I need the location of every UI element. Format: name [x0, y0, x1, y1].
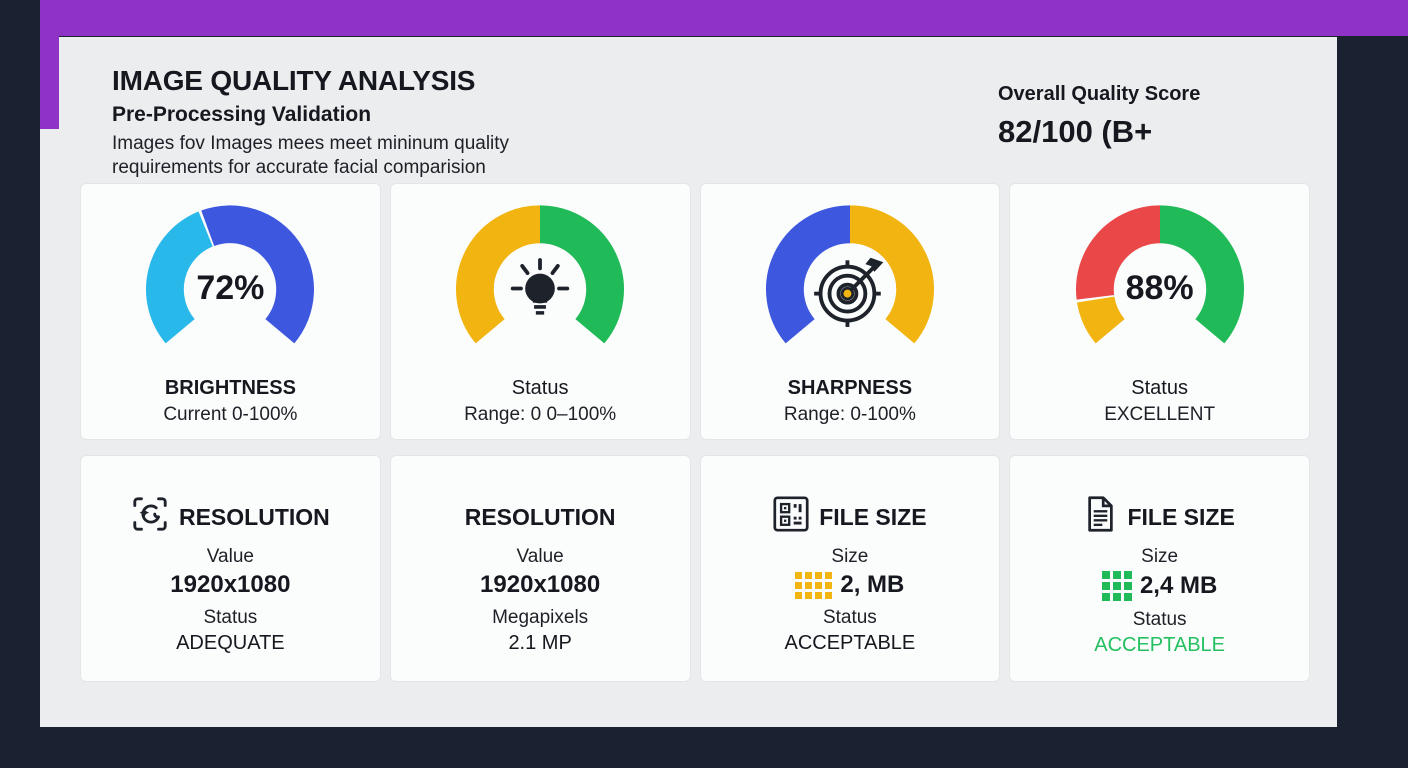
page-title: IMAGE QUALITY ANALYSIS: [112, 65, 476, 96]
gauge-labels: BRIGHTNESS Current 0-100%: [163, 377, 297, 426]
row-label: Status: [1132, 609, 1187, 630]
document-icon: [1084, 495, 1117, 539]
page-description-line1: Images fov Images mees meet mininum qual…: [112, 133, 510, 154]
row-label: Value: [206, 546, 254, 567]
row-label: Size: [1141, 546, 1179, 567]
status-value: ACCEPTABLE: [784, 632, 916, 654]
gauge-labels: Status Range: 0 0–100%: [464, 377, 616, 426]
overall-score-value: 82/100 (B+: [998, 114, 1153, 149]
gauge-chart: [146, 205, 315, 344]
lightbulb-icon: [502, 251, 578, 332]
gauge-card-sharpness: SHARPNESS Range: 0-100%: [699, 183, 1001, 440]
gauge-subtitle: EXCELLENT: [1104, 404, 1216, 425]
cards-grid: 72% BRIGHTNESS Current 0-100%: [80, 183, 1310, 682]
page-header: IMAGE QUALITY ANALYSIS Pre-Processing Va…: [112, 65, 509, 180]
gauge-title: Status: [511, 377, 569, 399]
file-size-value: 2,4 MB: [1139, 572, 1218, 599]
info-card-filesize-2: FILE SIZE Size 2,4 MB Status ACCEPTABLE: [1009, 455, 1310, 682]
file-size-value: 2, MB: [840, 571, 905, 598]
status-value: ACCEPTABLE: [1094, 634, 1226, 656]
brightness-gauge: 72%: [125, 197, 335, 365]
info-card-resolution-2: RESOLUTION Value 1920x1080 Megapixels 2.…: [389, 455, 691, 682]
card-title: RESOLUTION: [464, 503, 616, 530]
card-title: RESOLUTION: [178, 503, 330, 530]
gauge-title: SHARPNESS: [787, 377, 913, 399]
gauge-segment: [765, 205, 851, 344]
info-card-resolution-1: RESOLUTION Value 1920x1080 Status ADEQUA…: [80, 455, 381, 682]
gauge-segment: [849, 205, 934, 344]
gauge-title: Status: [1131, 377, 1188, 399]
gauge-subtitle: Current 0-100%: [163, 404, 298, 425]
row-label: Megapixels: [492, 607, 589, 628]
row-label: Status: [822, 607, 877, 628]
status-gauge: [435, 197, 645, 365]
grid-icon: [1101, 571, 1132, 601]
gauge-segment: [1158, 205, 1244, 344]
gauge-chart: [1075, 205, 1244, 344]
status-value: ADEQUATE: [176, 632, 285, 654]
row-value: 2.1 MP: [508, 632, 572, 654]
card-title: FILE SIZE: [1127, 503, 1235, 530]
row-value: 2, MB: [795, 571, 904, 599]
card-title-row: FILE SIZE: [1084, 495, 1235, 539]
row-value: 2,4 MB: [1101, 571, 1218, 601]
gauge-value-label: 72%: [196, 269, 265, 307]
overall-score-block: Overall Quality Score 82/100 (B+: [998, 83, 1200, 150]
card-title-row: RESOLUTION: [465, 496, 616, 538]
gauge-title: BRIGHTNESS: [164, 377, 296, 399]
row-label: Status: [203, 607, 258, 628]
card-title-row: FILE SIZE: [773, 496, 927, 538]
card-title: FILE SIZE: [819, 503, 927, 530]
grid-icon: [795, 571, 833, 599]
row-value: 1920x1080: [170, 571, 291, 598]
gauge-subtitle: Range: 0-100%: [783, 404, 916, 425]
gauge-labels: Status EXCELLENT: [1104, 377, 1215, 426]
gauge-segment: [146, 211, 214, 344]
page-description-line2: requirements for accurate facial compari…: [112, 157, 486, 178]
gauge-subtitle: Range: 0 0–100%: [464, 404, 617, 425]
main-panel: IMAGE QUALITY ANALYSIS Pre-Processing Va…: [40, 37, 1337, 727]
row-label: Size: [831, 546, 869, 567]
page-subtitle: Pre-Processing Validation: [112, 103, 372, 126]
sharpness-gauge: [745, 197, 955, 365]
gauge-segment: [201, 205, 315, 344]
gauge-segment: [539, 205, 625, 344]
accent-bar-left: [40, 0, 59, 129]
target-icon: [809, 248, 891, 335]
gauge-segment: [456, 205, 541, 344]
gauge-labels: SHARPNESS Range: 0-100%: [784, 377, 916, 426]
overall-score-label: Overall Quality Score: [998, 83, 1201, 105]
gauge-card-overall-status: 88% Status EXCELLENT: [1009, 183, 1310, 440]
qr-code-icon: [773, 496, 809, 538]
gauge-card-brightness: 72% BRIGHTNESS Current 0-100%: [80, 183, 381, 440]
row-value: 1920x1080: [480, 571, 601, 598]
row-label: Value: [516, 546, 564, 567]
gauge-segment: [1075, 205, 1161, 300]
page-description: Images fov Images mees meet mininum qual…: [112, 132, 509, 180]
gauge-chart: [765, 205, 934, 344]
gauge-value-label: 88%: [1125, 269, 1194, 307]
face-scan-icon: [131, 495, 169, 539]
accent-bar-top: [40, 0, 1408, 36]
gauge-chart: [456, 205, 625, 344]
gauge-card-status-lightbulb: Status Range: 0 0–100%: [389, 183, 691, 440]
gauge-segment: [1076, 295, 1125, 344]
info-card-filesize-1: FILE SIZE Size 2, MB Status ACCEPTABLE: [699, 455, 1001, 682]
overall-status-gauge: 88%: [1055, 197, 1265, 365]
card-title-row: RESOLUTION: [131, 496, 330, 538]
